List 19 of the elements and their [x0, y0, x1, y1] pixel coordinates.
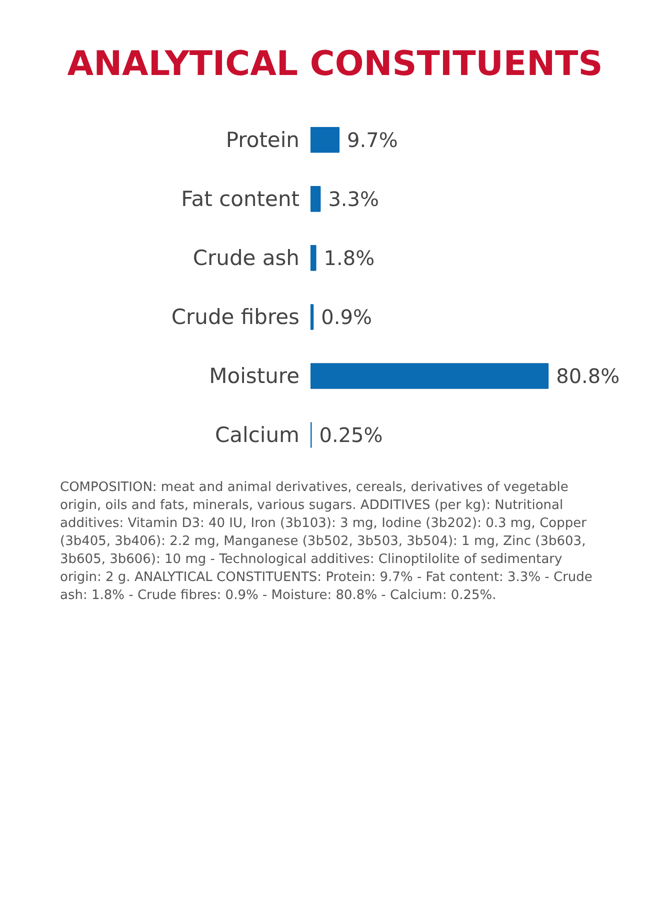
data-label: 0.25%: [319, 422, 383, 447]
y-tick-label: Calcium: [214, 422, 300, 447]
bar: [310, 126, 340, 152]
bar: [310, 244, 316, 270]
data-label: 1.8%: [324, 246, 375, 270]
bar: [310, 362, 549, 388]
y-tick-label: Moisture: [209, 364, 300, 388]
bar: [310, 186, 321, 212]
chart-title: ANALYTICAL CONSTITUENTS: [67, 43, 603, 86]
data-label: 0.9%: [321, 304, 372, 329]
y-tick-label: Fat content: [181, 186, 300, 210]
data-label: 80.8%: [556, 364, 620, 388]
y-tick-label: Crude ash: [192, 246, 300, 270]
data-label: 3.3%: [328, 186, 380, 210]
data-label: 9.7%: [347, 127, 398, 152]
bar: [310, 304, 314, 330]
text: COMPOSITION: meat and animal derivatives, cereals, derivatives of vegetable origin, oils and fats, minerals, various sugars. ADDITIVES (per kg): Nutritional additives: Vitamin D3: 40 IU, Iron (3b103): 3 mg, Iodine (3b202): 0.3 mg, Copper (3b405, 3b406): 2.2 mg, Manganese (3b502, 3b503, 3b504): 1 mg, Zinc (3b603, 3b605, 3b606): 10 mg - Technological additives: Clinoptilolite of sedimentary origin: 2 g. ANALYTICAL CONSTITUENTS: Protein: 9.7% - Fat content: 3.3% - Crude ash: 1.8% - Crude fibres: 0.9% - Moisture: 80.8% - Calcium: 0.25%.: [60, 478, 594, 605]
y-tick-label: Crude fibres: [171, 304, 300, 329]
y-tick-label: Protein: [226, 127, 300, 152]
